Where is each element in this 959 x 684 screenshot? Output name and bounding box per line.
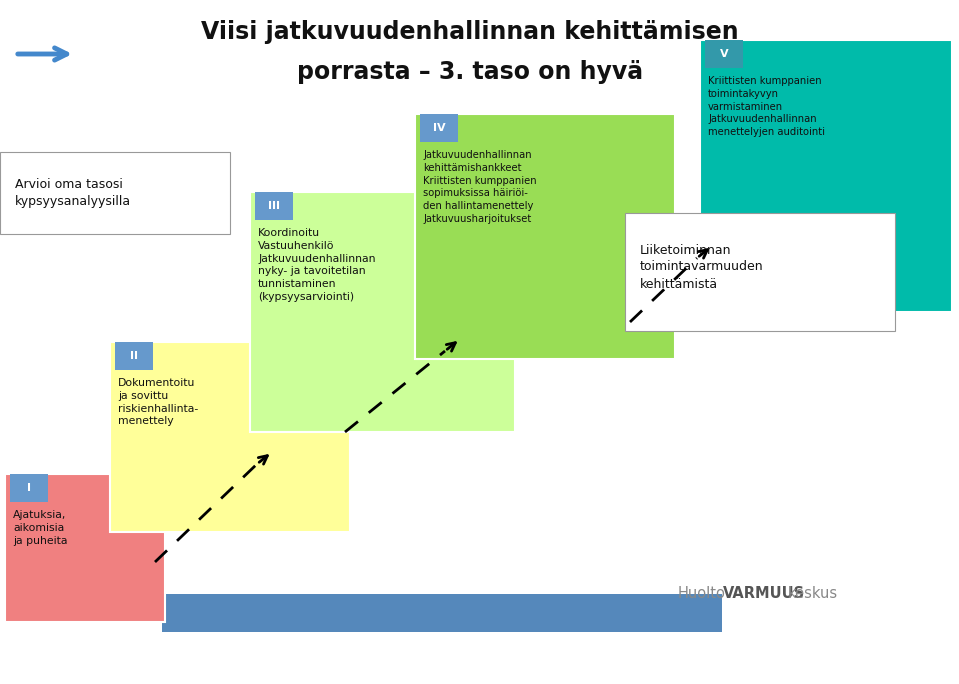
Text: Arvioi oma tasosi
kypsyysanalyysilla: Arvioi oma tasosi kypsyysanalyysilla <box>15 178 131 208</box>
Text: Kriittisten kumppanien
toimintakyvyn
varmistaminen
Jatkuvuudenhallinnan
menettel: Kriittisten kumppanien toimintakyvyn var… <box>708 76 825 137</box>
Text: Ajatuksia,
aikomisia
ja puheita: Ajatuksia, aikomisia ja puheita <box>13 510 67 546</box>
Text: Jatkuvuudenhallinnan
kehittämishankkeet
Kriittisten kumppanien
sopimuksissa häir: Jatkuvuudenhallinnan kehittämishankkeet … <box>423 150 537 224</box>
FancyBboxPatch shape <box>10 474 48 502</box>
Text: porrasta – 3. taso on hyvä: porrasta – 3. taso on hyvä <box>297 60 643 84</box>
FancyBboxPatch shape <box>115 342 153 370</box>
Text: keskus: keskus <box>788 586 838 601</box>
FancyBboxPatch shape <box>162 594 722 632</box>
Text: Liiketoiminnan
toimintavarmuuden
kehittämistä: Liiketoiminnan toimintavarmuuden kehittä… <box>640 244 763 291</box>
Text: Dokumentoitu
ja sovittu
riskienhallinta-
menettely: Dokumentoitu ja sovittu riskienhallinta-… <box>118 378 199 426</box>
FancyBboxPatch shape <box>705 40 743 68</box>
Text: Huolto: Huolto <box>678 586 726 601</box>
Text: Koordinoitu
Vastuuhenkilö
Jatkuvuudenhallinnan
nyky- ja tavoitetilan
tunnistamin: Koordinoitu Vastuuhenkilö Jatkuvuudenhal… <box>258 228 376 302</box>
FancyBboxPatch shape <box>250 192 515 432</box>
Text: I: I <box>27 483 31 493</box>
Text: Viisi jatkuvuudenhallinnan kehittämisen: Viisi jatkuvuudenhallinnan kehittämisen <box>201 20 738 44</box>
Text: V: V <box>719 49 728 59</box>
Text: VARMUUS: VARMUUS <box>723 586 806 601</box>
Text: IV: IV <box>433 123 445 133</box>
FancyBboxPatch shape <box>255 192 293 220</box>
FancyBboxPatch shape <box>5 474 165 622</box>
FancyBboxPatch shape <box>110 342 350 532</box>
FancyBboxPatch shape <box>700 40 952 312</box>
FancyBboxPatch shape <box>415 114 675 359</box>
FancyBboxPatch shape <box>420 114 458 142</box>
FancyBboxPatch shape <box>0 152 230 234</box>
Text: II: II <box>130 351 138 361</box>
FancyBboxPatch shape <box>625 213 895 331</box>
Text: III: III <box>268 201 280 211</box>
